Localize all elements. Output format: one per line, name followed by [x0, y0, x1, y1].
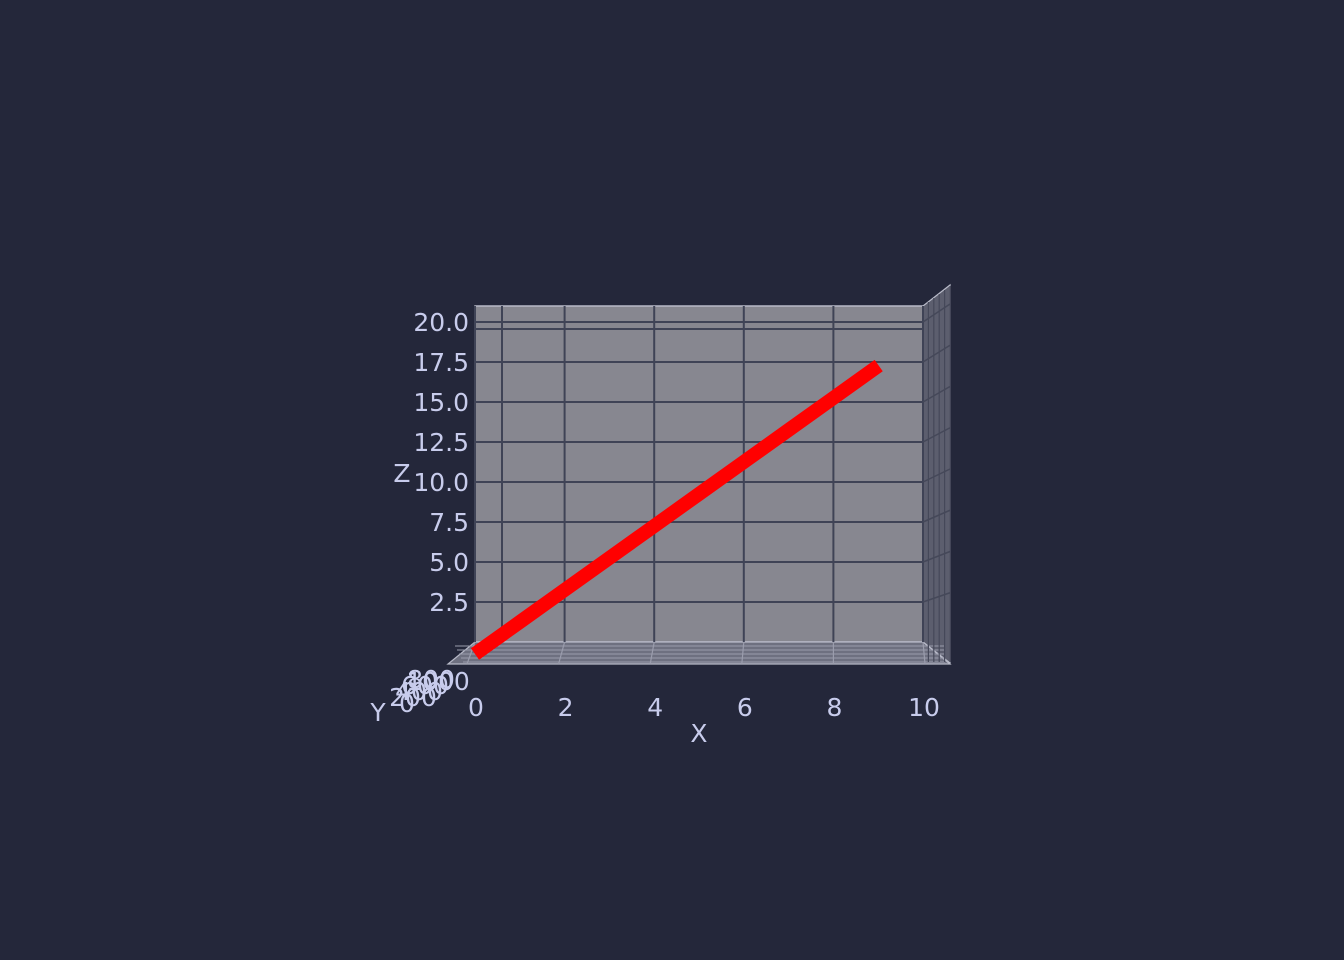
gridlines: [455, 286, 951, 665]
x-axis-title: X: [690, 719, 707, 748]
z-tick-label: 20.0: [413, 308, 469, 337]
z-side-gridline: [922, 344, 951, 363]
z-tick-label: 15.0: [413, 388, 469, 417]
x-tick-label: 4: [647, 693, 663, 722]
z-side-gridline: [922, 385, 951, 403]
y-tick-label: 200: [389, 683, 437, 712]
series-polyline: [470, 359, 883, 660]
x-tick-label: 6: [737, 693, 753, 722]
y-tick-label: 1000: [406, 667, 470, 696]
y-tick-label: 400: [395, 677, 443, 706]
x-tick-label: 10: [908, 693, 940, 722]
tick-labels: 0 2 4 6 8 102.55.07.510.012.515.017.520.00200…: [389, 308, 940, 722]
z-tick-label: 7.5: [429, 508, 469, 537]
x-tick-label: 2: [558, 693, 574, 722]
z-side-gridline: [922, 427, 951, 443]
z-side-gridline: [922, 468, 951, 483]
z-tick-label: 2.5: [429, 588, 469, 617]
yz-pane: [922, 283, 951, 665]
z-side-gridline: [922, 592, 951, 603]
y-tick-label: 600: [401, 671, 449, 700]
z-side-gridline: [922, 303, 951, 323]
back-pane: [446, 283, 952, 665]
x-tick-label: 8: [826, 693, 842, 722]
y-tick-label: 0: [399, 689, 415, 718]
xz-pane: [474, 305, 924, 643]
x-tick-label: 0: [468, 693, 484, 722]
z-tick-label: 12.5: [413, 428, 469, 457]
z-tick-label: 5.0: [429, 548, 469, 577]
z-side-gridline: [922, 550, 951, 563]
y-tick-label: 800: [407, 665, 455, 694]
z-tick-label: 10.0: [413, 468, 469, 497]
series-line: [470, 359, 883, 660]
z-tick-label: 17.5: [413, 348, 469, 377]
z-side-gridline: [922, 509, 951, 523]
z-axis-title: Z: [393, 459, 410, 488]
xy-pane: [446, 641, 952, 665]
y-axis-title: Y: [369, 698, 386, 727]
